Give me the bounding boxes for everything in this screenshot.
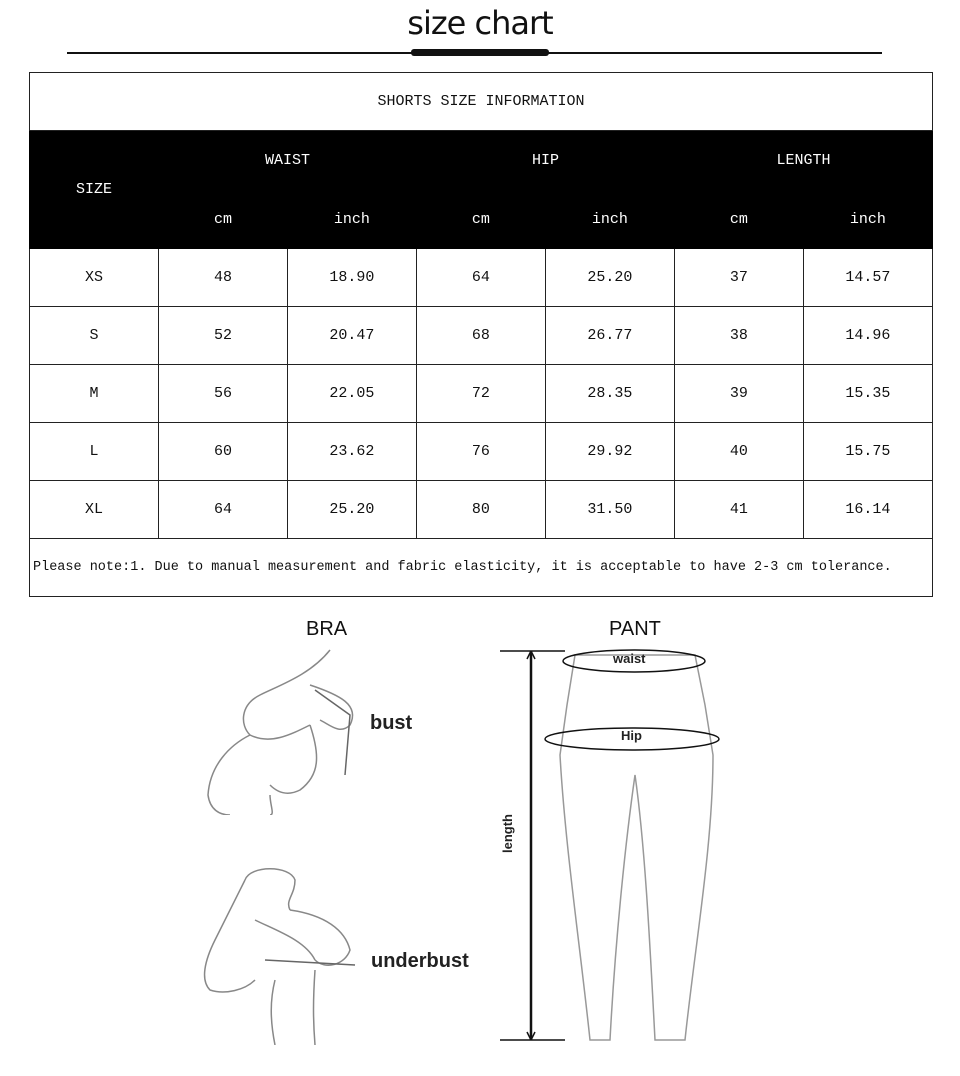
value-cell: 72 bbox=[416, 364, 546, 423]
size-cell: XL bbox=[28, 480, 160, 539]
title-divider-accent bbox=[411, 49, 549, 56]
value-cell: 76 bbox=[416, 422, 546, 481]
bra-underbust-illustration bbox=[203, 868, 356, 1045]
value-cell: 64 bbox=[416, 248, 546, 307]
size-header: SIZE bbox=[28, 130, 160, 249]
underbust-label: underbust bbox=[371, 950, 469, 972]
unit-header: cm bbox=[416, 189, 546, 249]
value-cell: 25.20 bbox=[544, 248, 675, 307]
unit-header: cm bbox=[158, 189, 288, 249]
size-cell: M bbox=[28, 364, 160, 423]
hip-label: Hip bbox=[621, 728, 642, 743]
table-row: XS 48 18.90 64 25.20 37 14.57 bbox=[28, 248, 934, 307]
value-cell: 41 bbox=[673, 480, 804, 539]
group-header: WAIST bbox=[158, 130, 417, 190]
value-cell: 14.57 bbox=[802, 248, 934, 307]
bust-label: bust bbox=[370, 712, 413, 734]
value-cell: 64 bbox=[158, 480, 288, 539]
value-cell: 16.14 bbox=[802, 480, 934, 539]
value-cell: 68 bbox=[416, 306, 546, 365]
value-cell: 37 bbox=[673, 248, 804, 307]
value-cell: 28.35 bbox=[544, 364, 675, 423]
value-cell: 20.47 bbox=[286, 306, 418, 365]
value-cell: 38 bbox=[673, 306, 804, 365]
table-caption: SHORTS SIZE INFORMATION bbox=[29, 72, 933, 131]
table-note: Please note:1. Due to manual measurement… bbox=[29, 538, 933, 597]
value-cell: 15.75 bbox=[802, 422, 934, 481]
bra-bust-illustration bbox=[207, 649, 354, 815]
group-header: LENGTH bbox=[673, 130, 934, 190]
pant-illustration bbox=[500, 649, 720, 1041]
page-title: size chart bbox=[407, 4, 553, 42]
value-cell: 80 bbox=[416, 480, 546, 539]
bra-title: BRA bbox=[306, 618, 348, 640]
table-row: M 56 22.05 72 28.35 39 15.35 bbox=[28, 364, 934, 423]
value-cell: 14.96 bbox=[802, 306, 934, 365]
size-cell: S bbox=[28, 306, 160, 365]
table-row: L 60 23.62 76 29.92 40 15.75 bbox=[28, 422, 934, 481]
value-cell: 26.77 bbox=[544, 306, 675, 365]
value-cell: 25.20 bbox=[286, 480, 418, 539]
value-cell: 52 bbox=[158, 306, 288, 365]
waist-label: waist bbox=[613, 651, 646, 666]
unit-header: inch bbox=[802, 189, 934, 249]
unit-header: inch bbox=[544, 189, 675, 249]
value-cell: 18.90 bbox=[286, 248, 418, 307]
unit-header: inch bbox=[286, 189, 418, 249]
value-cell: 22.05 bbox=[286, 364, 418, 423]
size-table: SHORTS SIZE INFORMATION SIZE WAIST HIP L… bbox=[28, 72, 934, 597]
value-cell: 39 bbox=[673, 364, 804, 423]
size-cell: XS bbox=[28, 248, 160, 307]
value-cell: 31.50 bbox=[544, 480, 675, 539]
table-row: XL 64 25.20 80 31.50 41 16.14 bbox=[28, 480, 934, 539]
value-cell: 29.92 bbox=[544, 422, 675, 481]
value-cell: 23.62 bbox=[286, 422, 418, 481]
group-header: HIP bbox=[416, 130, 675, 190]
value-cell: 40 bbox=[673, 422, 804, 481]
value-cell: 15.35 bbox=[802, 364, 934, 423]
value-cell: 60 bbox=[158, 422, 288, 481]
unit-header: cm bbox=[673, 189, 804, 249]
size-cell: L bbox=[28, 422, 160, 481]
value-cell: 48 bbox=[158, 248, 288, 307]
pant-title: PANT bbox=[609, 618, 661, 640]
table-row: S 52 20.47 68 26.77 38 14.96 bbox=[28, 306, 934, 365]
value-cell: 56 bbox=[158, 364, 288, 423]
length-label: length bbox=[500, 814, 515, 853]
